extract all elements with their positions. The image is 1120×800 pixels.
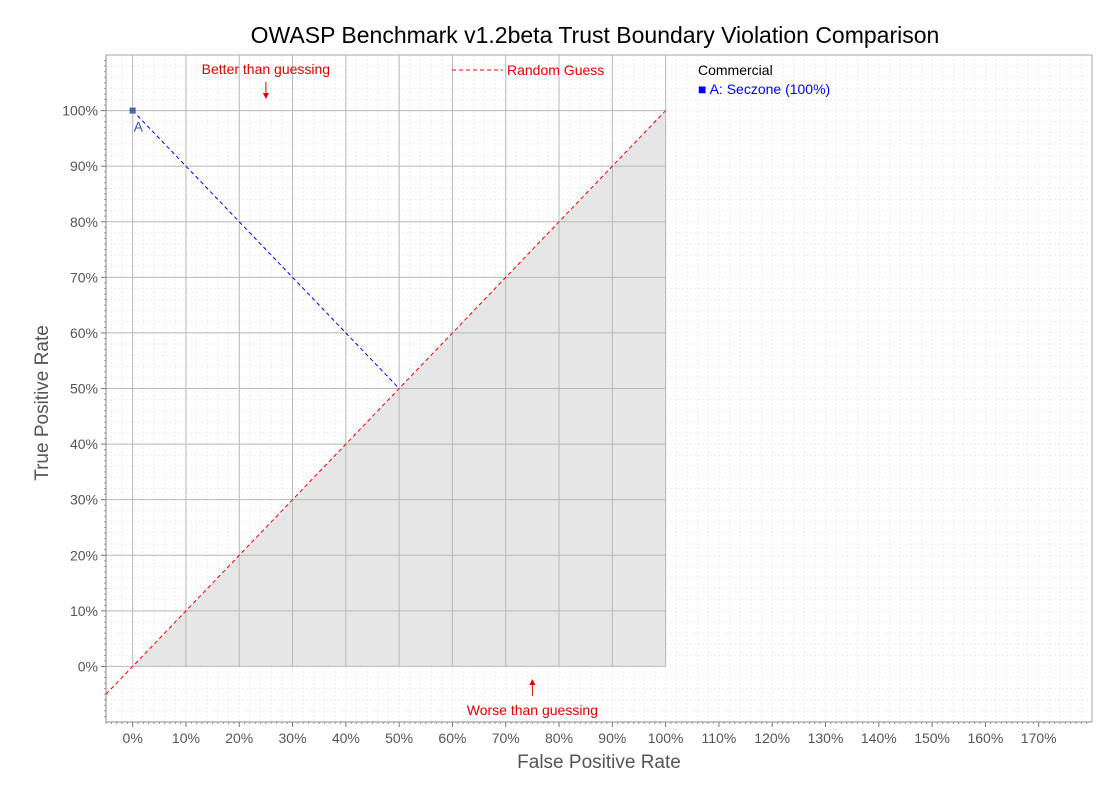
tick-label-y: 70% bbox=[70, 269, 98, 285]
tick-label-x: 30% bbox=[279, 730, 307, 746]
tick-label-x: 130% bbox=[808, 730, 844, 746]
tick-label-y: 50% bbox=[70, 381, 98, 397]
tick-label-x: 50% bbox=[385, 730, 413, 746]
y-axis-label: True Positive Rate bbox=[32, 325, 53, 481]
tick-label-y: 80% bbox=[70, 214, 98, 230]
tick-label-x: 10% bbox=[172, 730, 200, 746]
tick-label-y: 30% bbox=[70, 492, 98, 508]
tick-label-x: 170% bbox=[1021, 730, 1057, 746]
better-arrow-head bbox=[262, 93, 269, 99]
tick-label-x: 60% bbox=[438, 730, 466, 746]
tick-label-y: 100% bbox=[62, 103, 98, 119]
legend-heading: Commercial bbox=[698, 62, 773, 78]
chart-title: OWASP Benchmark v1.2beta Trust Boundary … bbox=[251, 22, 940, 48]
point-label: A bbox=[134, 119, 144, 135]
tick-label-x: 150% bbox=[914, 730, 950, 746]
projection-line bbox=[132, 110, 400, 389]
tick-label-x: 140% bbox=[861, 730, 897, 746]
worse-arrow-head bbox=[529, 679, 536, 685]
legend: Commercial ■ A: Seczone (100%) bbox=[698, 62, 830, 97]
plot-area: 0% 10% 20% 30% 40% 50% 60% 70% 80% 90% 100% 110% 120… bbox=[62, 54, 1093, 746]
tick-label-x: 100% bbox=[648, 730, 684, 746]
tick-label-x: 90% bbox=[598, 730, 626, 746]
legend-item: ■ A: Seczone (100%) bbox=[698, 81, 830, 97]
tick-label-y: 0% bbox=[78, 658, 98, 674]
tick-label-y: 20% bbox=[70, 547, 98, 563]
better-than-guessing-label: Better than guessing bbox=[202, 61, 330, 77]
tick-label-x: 120% bbox=[754, 730, 790, 746]
random-guess-line bbox=[105, 110, 666, 695]
tick-label-x: 160% bbox=[967, 730, 1003, 746]
tick-label-y: 60% bbox=[70, 325, 98, 341]
worse-than-guessing-label: Worse than guessing bbox=[467, 702, 598, 718]
tick-label-y: 10% bbox=[70, 603, 98, 619]
tick-label-x: 0% bbox=[123, 730, 143, 746]
tick-label-x: 40% bbox=[332, 730, 360, 746]
data-point bbox=[129, 107, 136, 114]
tick-label-y: 90% bbox=[70, 158, 98, 174]
tick-label-x: 110% bbox=[702, 730, 737, 746]
tick-label-x: 20% bbox=[225, 730, 253, 746]
tick-label-x: 70% bbox=[492, 730, 520, 746]
random-guess-key-label: Random Guess bbox=[507, 62, 604, 78]
x-axis-label: False Positive Rate bbox=[517, 752, 681, 773]
tick-label-x: 80% bbox=[545, 730, 573, 746]
tick-label-y: 40% bbox=[70, 436, 98, 452]
